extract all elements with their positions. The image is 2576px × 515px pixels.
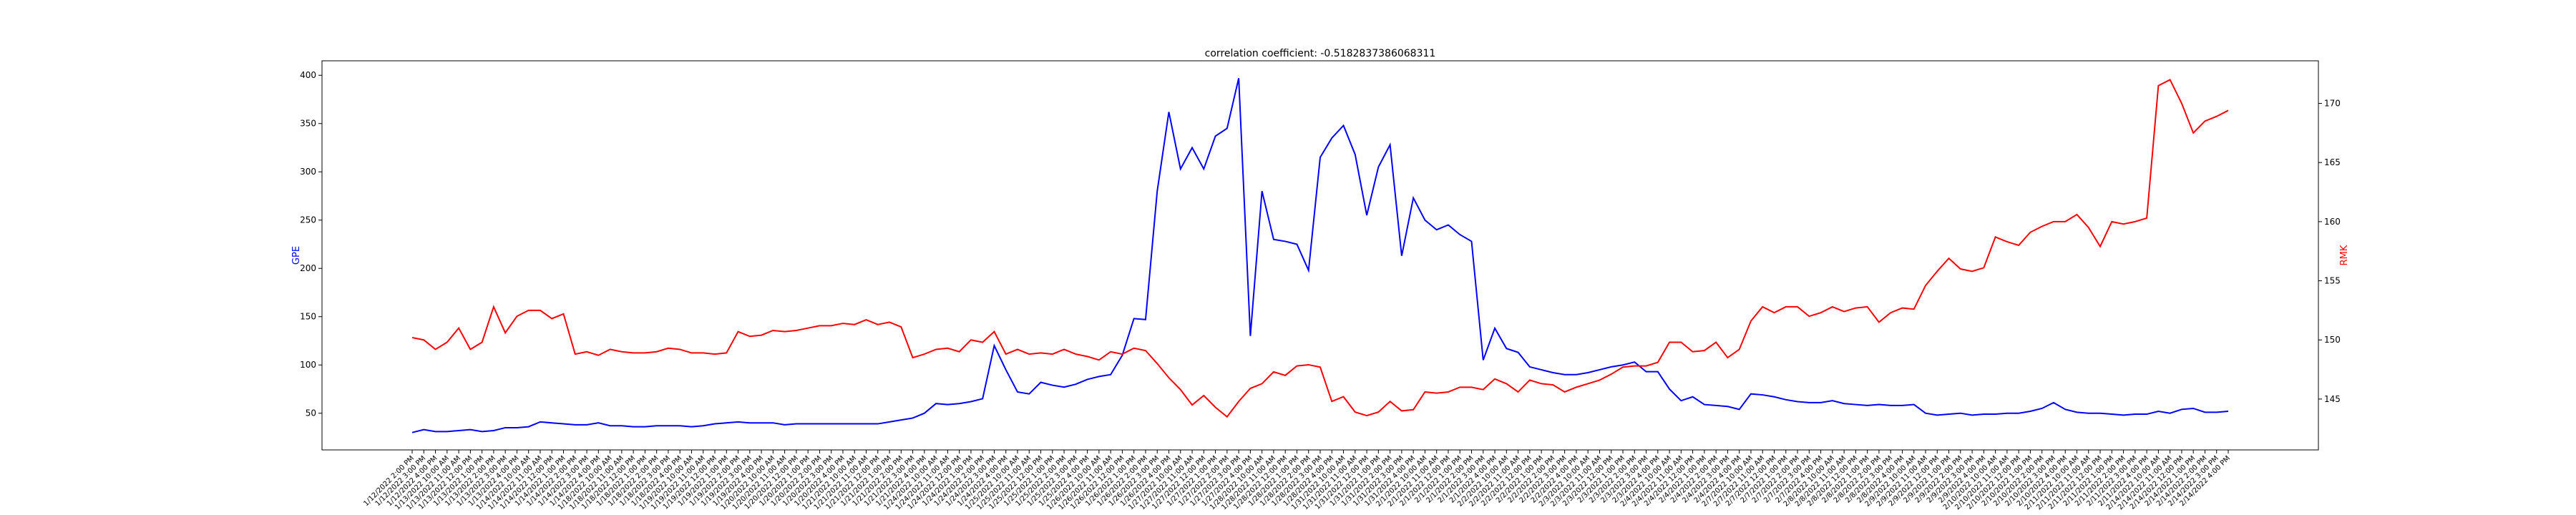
y-tick-label: 250 xyxy=(300,215,316,225)
y-axis-label: GPE xyxy=(291,246,302,265)
y2-tick-label: 145 xyxy=(2324,394,2341,404)
y2-tick-label: 170 xyxy=(2324,99,2341,109)
y-tick-label: 150 xyxy=(300,312,316,322)
y2-tick-label: 155 xyxy=(2324,276,2341,286)
series-line xyxy=(411,78,2229,433)
y2-tick-label: 165 xyxy=(2324,157,2341,167)
y-tick-label: 350 xyxy=(300,119,316,129)
y-tick-label: 200 xyxy=(300,263,316,273)
plot-frame xyxy=(321,60,2319,451)
y-tick-label: 50 xyxy=(306,408,316,418)
chart-title: correlation coefficient: -0.518283738606… xyxy=(1205,48,1436,59)
y2-tick-label: 150 xyxy=(2324,335,2341,345)
y-tick-label: 400 xyxy=(300,70,316,80)
y-tick-label: 100 xyxy=(300,360,316,370)
y2-axis-label: RMK xyxy=(2339,245,2350,265)
series-line xyxy=(411,79,2229,418)
y2-tick-label: 160 xyxy=(2324,217,2341,227)
y-tick-label: 300 xyxy=(300,167,316,177)
